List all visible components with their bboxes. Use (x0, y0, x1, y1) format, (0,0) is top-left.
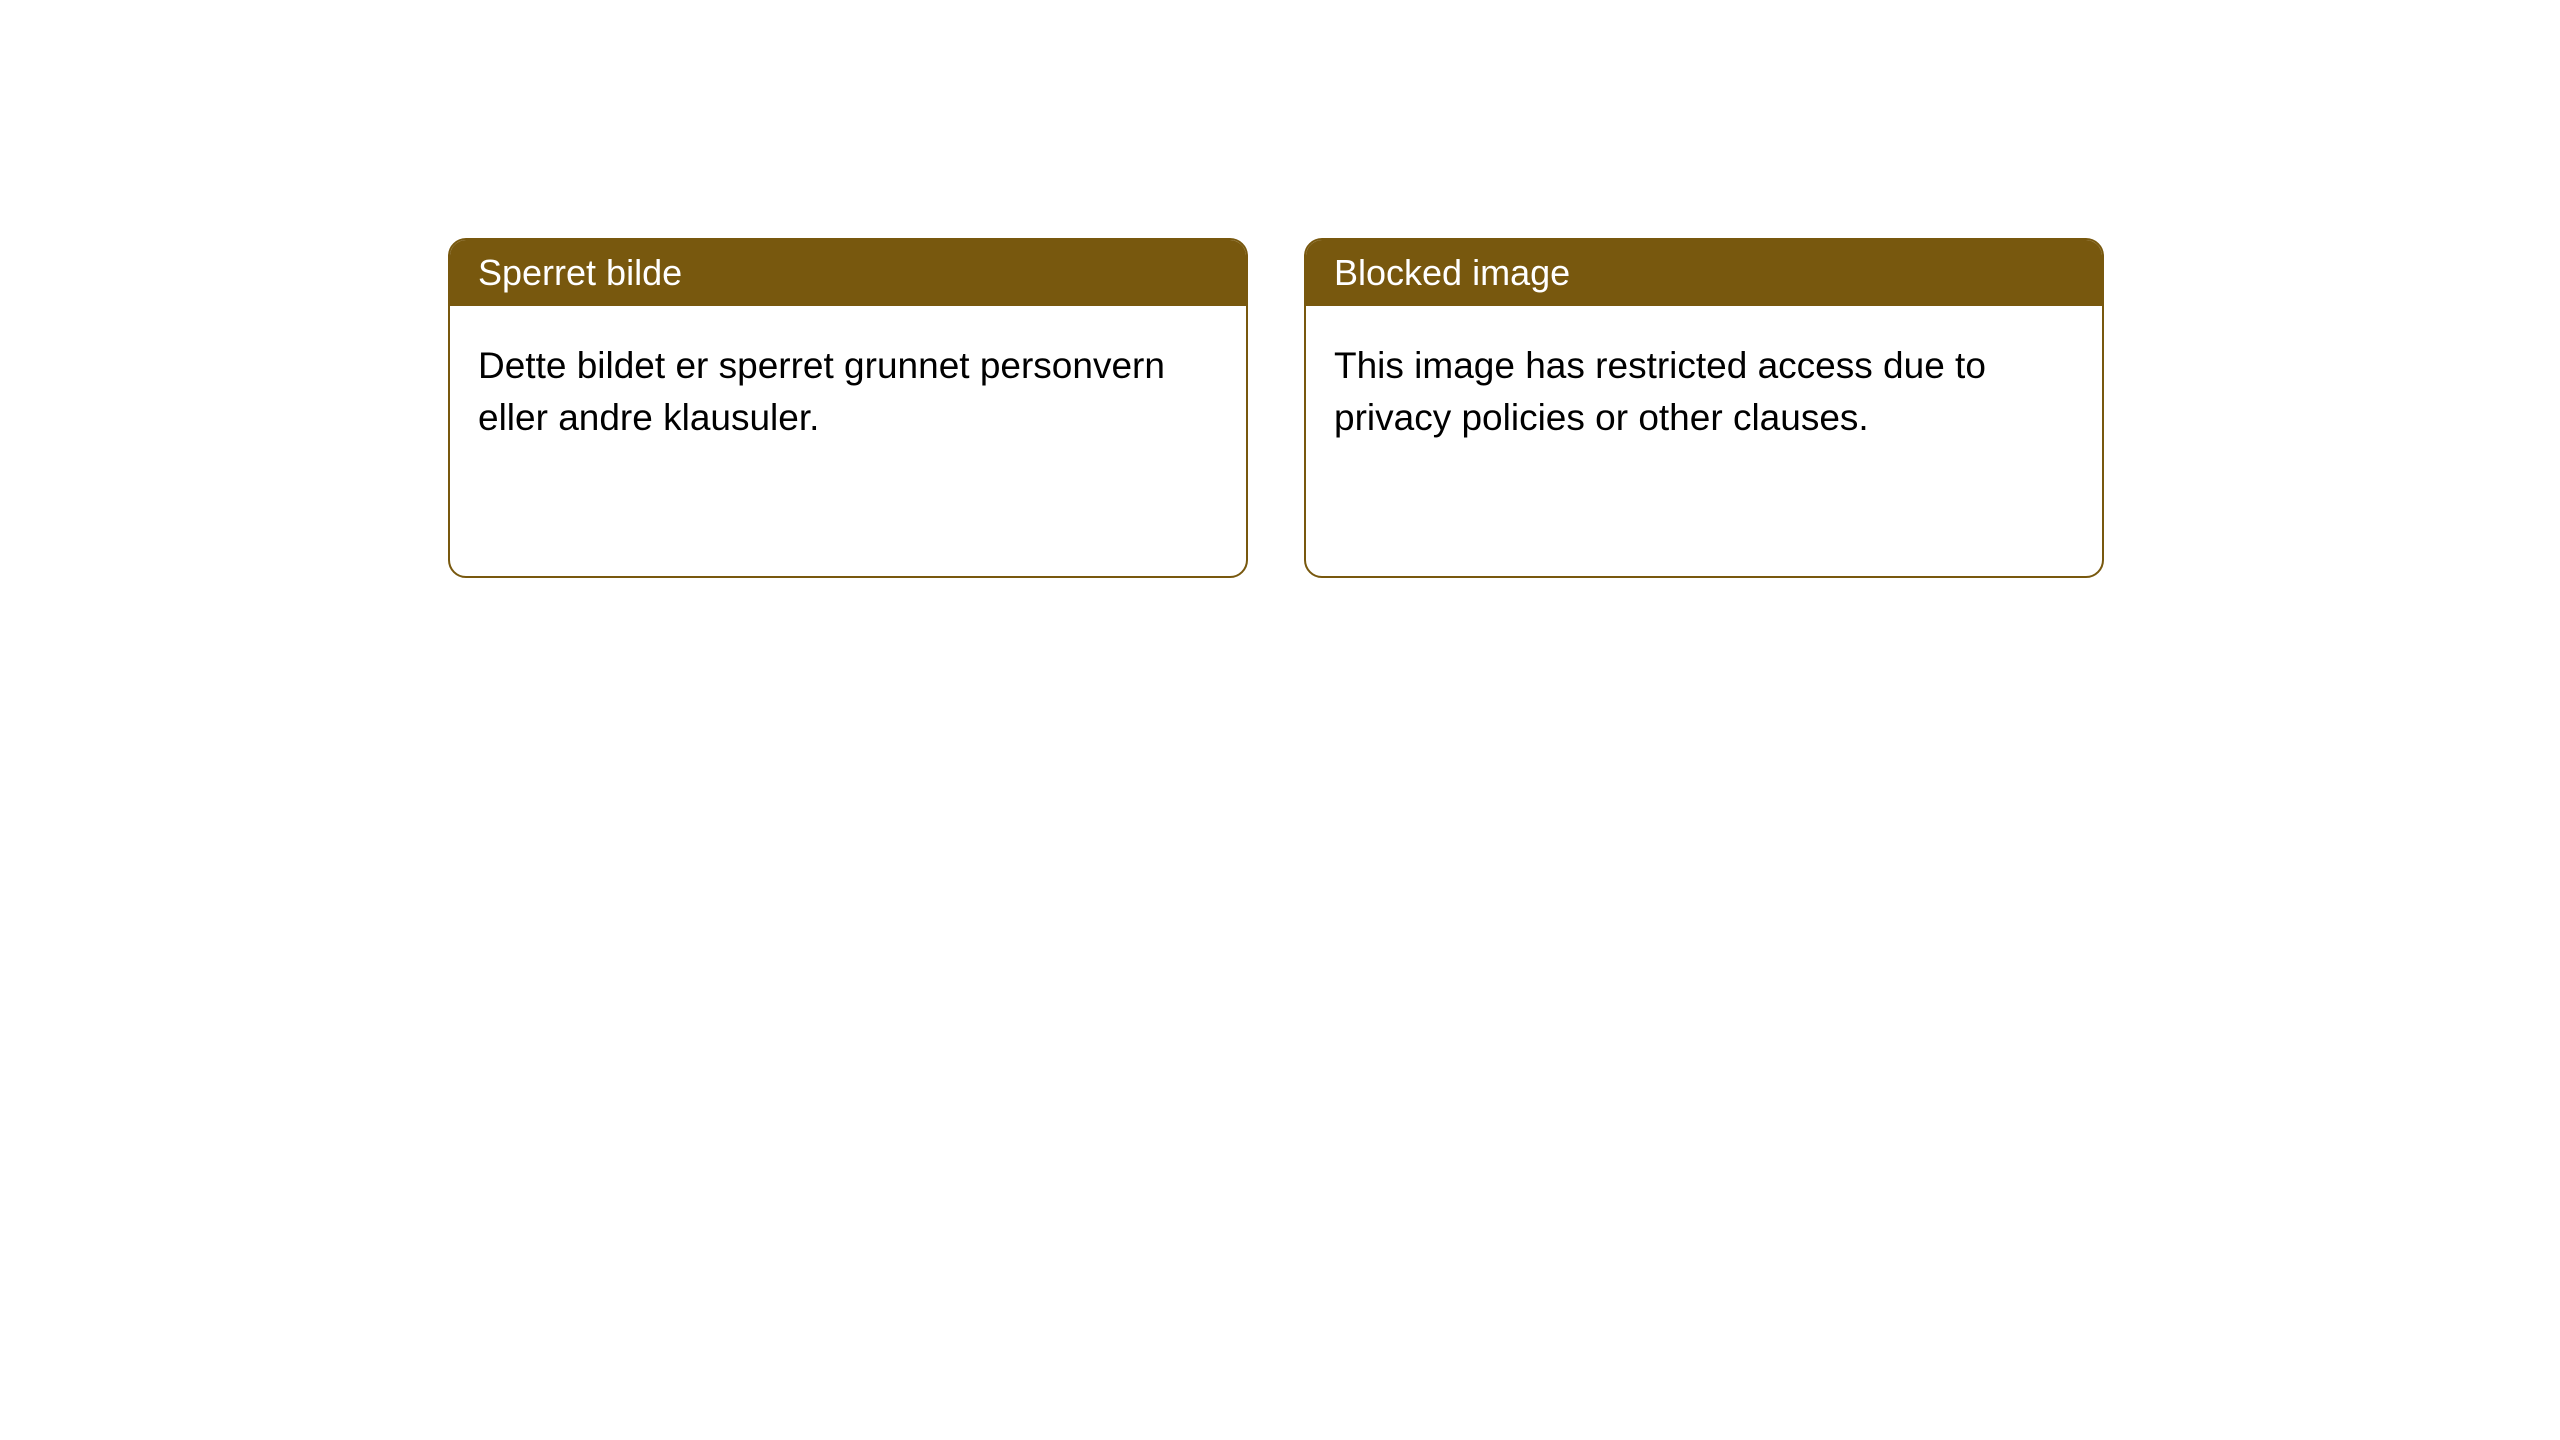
card-body: This image has restricted access due to … (1306, 306, 2102, 576)
card-title: Sperret bilde (478, 252, 682, 293)
blocked-image-card-no: Sperret bilde Dette bildet er sperret gr… (448, 238, 1248, 578)
card-header: Blocked image (1306, 240, 2102, 306)
card-message: This image has restricted access due to … (1334, 345, 1986, 438)
card-body: Dette bildet er sperret grunnet personve… (450, 306, 1246, 576)
blocked-image-card-en: Blocked image This image has restricted … (1304, 238, 2104, 578)
card-header: Sperret bilde (450, 240, 1246, 306)
cards-container: Sperret bilde Dette bildet er sperret gr… (0, 0, 2560, 578)
card-message: Dette bildet er sperret grunnet personve… (478, 345, 1165, 438)
card-title: Blocked image (1334, 252, 1570, 293)
